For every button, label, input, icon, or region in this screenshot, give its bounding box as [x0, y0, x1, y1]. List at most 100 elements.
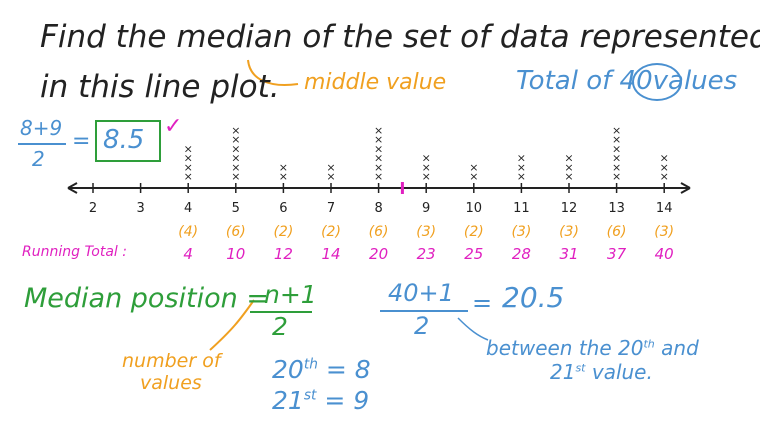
p20-sup: th [303, 356, 318, 373]
plot-cross: × [564, 170, 573, 183]
running-total: 37 [607, 245, 627, 263]
total-note: Total of 40values [516, 68, 737, 94]
p20-base: 20 [272, 355, 304, 384]
plot-cross: × [612, 133, 621, 146]
position-21: 21st = 9 [272, 388, 369, 413]
plot-cross: × [374, 133, 383, 146]
running-total: 12 [274, 245, 293, 263]
plot-cross: × [231, 124, 240, 137]
axis-right-arrow [680, 182, 691, 194]
plot-cross: × [184, 170, 193, 183]
frequency-label: (2) [321, 224, 341, 240]
n-note-line-2: values [140, 372, 202, 394]
frequency-label: (3) [416, 224, 436, 240]
running-total: 10 [226, 245, 245, 263]
running-total: 25 [464, 245, 483, 263]
between-pointer [457, 317, 489, 341]
between-b: and [654, 336, 699, 360]
running-total: 40 [655, 245, 674, 263]
calc-fraction-bar [380, 310, 468, 312]
plot-cross: × [517, 170, 526, 183]
plot-cross: × [660, 152, 669, 165]
between-note-line-1: between the 20th and [486, 338, 699, 358]
calc-result: 20.5 [502, 281, 565, 314]
tick-label: 10 [466, 201, 483, 216]
answer-box [95, 120, 161, 162]
tick-label: 7 [327, 201, 335, 216]
total-count-circle [632, 63, 682, 101]
question-line-1: Find the median of the set of data repre… [40, 19, 760, 55]
plot-cross: × [612, 152, 621, 165]
plot-cross: × [564, 152, 573, 165]
running-total: 28 [512, 245, 531, 263]
plot-cross: × [517, 161, 526, 174]
tick-label: 5 [232, 201, 240, 216]
plot-cross: × [326, 170, 335, 183]
check-icon: ✓ [164, 114, 183, 139]
p21-sup: st [303, 387, 317, 404]
plot-cross: × [612, 161, 621, 174]
average-numerator: 8+9 [20, 116, 63, 140]
middle-value-pointer [247, 59, 299, 86]
n-note-line-1: number of [122, 350, 221, 372]
running-total: 14 [321, 245, 340, 263]
tick-label: 12 [561, 201, 578, 216]
plot-cross: × [517, 152, 526, 165]
plot-cross: × [374, 124, 383, 137]
n-pointer [209, 299, 255, 351]
plot-cross: × [231, 133, 240, 146]
plot-cross: × [184, 161, 193, 174]
tick-label: 4 [184, 201, 192, 216]
plot-cross: × [279, 170, 288, 183]
plot-cross: × [660, 170, 669, 183]
p21-value: = 9 [316, 386, 370, 415]
plot-cross: × [660, 161, 669, 174]
running-total: 4 [183, 245, 193, 263]
average-equals: = [72, 129, 91, 154]
plot-cross: × [469, 161, 478, 174]
calc-denominator: 2 [414, 312, 430, 340]
plot-cross: × [279, 161, 288, 174]
median-position-label: Median position = [24, 283, 269, 314]
tick-label: 6 [279, 201, 287, 216]
frequency-label: (6) [607, 224, 627, 240]
p20-value: = 8 [317, 355, 371, 384]
answer-value: 8.5 [103, 125, 145, 155]
tick-label: 14 [656, 201, 673, 216]
calc-equals: = [472, 289, 493, 317]
frequency-label: (6) [226, 224, 246, 240]
between-a: between the 20 [486, 336, 644, 360]
median-denominator: 2 [272, 312, 288, 341]
tick-label: 13 [608, 201, 625, 216]
frequency-label: (6) [369, 224, 389, 240]
between-sup-2: st [575, 361, 586, 375]
frequency-label: (3) [654, 224, 674, 240]
tick-label: 11 [513, 201, 530, 216]
plot-cross: × [231, 152, 240, 165]
median-fraction-bar [250, 311, 312, 313]
frequency-label: (4) [178, 224, 198, 240]
plot-cross: × [564, 161, 573, 174]
plot-cross: × [326, 161, 335, 174]
tick-label: 9 [422, 201, 430, 216]
running-total: 20 [369, 245, 388, 263]
calc-numerator: 40+1 [388, 279, 454, 307]
question-line-2: in this line plot. [40, 69, 280, 105]
plot-cross: × [374, 152, 383, 165]
position-20: 20th = 8 [272, 357, 371, 382]
average-fraction-bar [18, 143, 66, 145]
frequency-label: (3) [511, 224, 531, 240]
axis-left-arrow [67, 182, 78, 194]
plot-cross: × [184, 142, 193, 155]
plot-cross: × [231, 161, 240, 174]
plot-cross: × [231, 142, 240, 155]
plot-cross: × [374, 170, 383, 183]
plot-cross: × [612, 170, 621, 183]
average-denominator: 2 [32, 147, 45, 171]
plot-cross: × [612, 142, 621, 155]
plot-cross: × [422, 152, 431, 165]
median-numerator: n+1 [264, 280, 317, 309]
plot-cross: × [422, 170, 431, 183]
running-total: 23 [417, 245, 436, 263]
